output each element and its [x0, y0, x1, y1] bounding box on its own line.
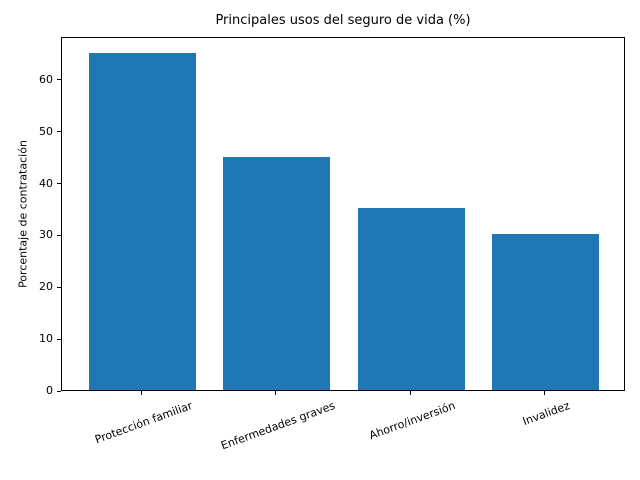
x-tick-label: Ahorro/inversión: [367, 399, 457, 443]
y-tick-mark: [57, 183, 61, 185]
plot-area: [61, 37, 625, 391]
bar: [357, 208, 465, 390]
x-tick-mark: [543, 391, 545, 395]
y-tick-label: 0: [46, 384, 53, 397]
x-tick-mark: [141, 391, 143, 395]
x-tick-mark: [275, 391, 277, 395]
y-tick-mark: [57, 390, 61, 392]
bar: [89, 52, 197, 390]
y-tick-mark: [57, 131, 61, 133]
y-tick-mark: [57, 338, 61, 340]
y-tick-label: 60: [39, 72, 53, 86]
y-tick-label: 40: [39, 176, 53, 190]
y-tick-label: 50: [39, 124, 53, 138]
bar: [491, 234, 599, 390]
x-tick-label: Invalidez: [521, 399, 573, 429]
y-tick-label: 30: [39, 228, 53, 242]
y-tick-label: 20: [39, 280, 53, 294]
x-tick-label: Enfermedades graves: [219, 399, 338, 453]
x-tick-label: Protección familiar: [93, 399, 195, 447]
y-tick-mark: [57, 234, 61, 236]
bar: [223, 156, 331, 390]
x-tick-mark: [409, 391, 411, 395]
y-tick-mark: [57, 79, 61, 81]
y-tick-label: 10: [39, 332, 53, 346]
chart-title: Principales usos del seguro de vida (%): [215, 13, 471, 28]
y-axis-label: Porcentaje de contratación: [16, 140, 30, 288]
y-tick-mark: [57, 286, 61, 288]
